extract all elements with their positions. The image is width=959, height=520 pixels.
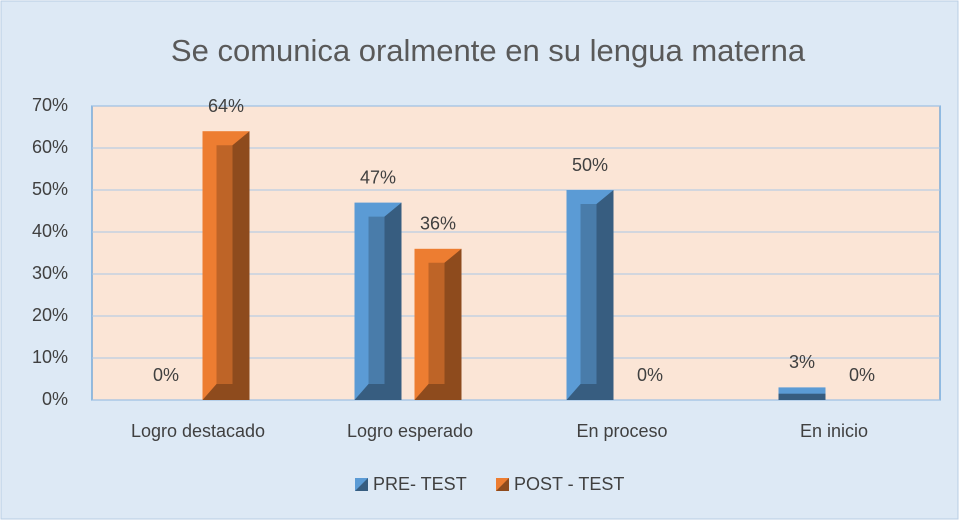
y-tick-label: 0% [42,389,68,409]
y-tick-label: 30% [32,263,68,283]
value-label: 36% [420,214,456,234]
bar-bevel [202,131,250,400]
bar-bevel [354,202,402,400]
legend-swatch-bevel [355,478,368,491]
value-label: 64% [208,96,244,116]
x-tick-label: Logro destacado [131,421,265,441]
y-tick-label: 50% [32,179,68,199]
value-label: 47% [360,167,396,187]
legend-label: PRE- TEST [373,474,467,494]
x-tick-label: En inicio [800,421,868,441]
value-label: 3% [789,352,815,372]
y-tick-label: 20% [32,305,68,325]
bar-bevel [414,248,462,400]
y-tick-label: 10% [32,347,68,367]
y-tick-label: 70% [32,95,68,115]
chart-title: Se comunica oralmente en su lengua mater… [171,33,806,68]
legend-label: POST - TEST [514,474,624,494]
bar-bevel [566,190,614,400]
bar-bevel [778,393,826,400]
x-tick-label: En proceso [576,421,667,441]
bar-bevel [580,204,597,384]
y-tick-label: 40% [32,221,68,241]
value-label: 0% [637,365,663,385]
legend-swatch-bevel [496,478,509,491]
value-label: 50% [572,155,608,175]
value-label: 0% [153,365,179,385]
bar-bevel [368,216,385,384]
value-label: 0% [849,365,875,385]
bar-bevel [428,262,445,384]
x-tick-label: Logro esperado [347,421,473,441]
y-tick-label: 60% [32,137,68,157]
bar-bevel [216,145,233,384]
